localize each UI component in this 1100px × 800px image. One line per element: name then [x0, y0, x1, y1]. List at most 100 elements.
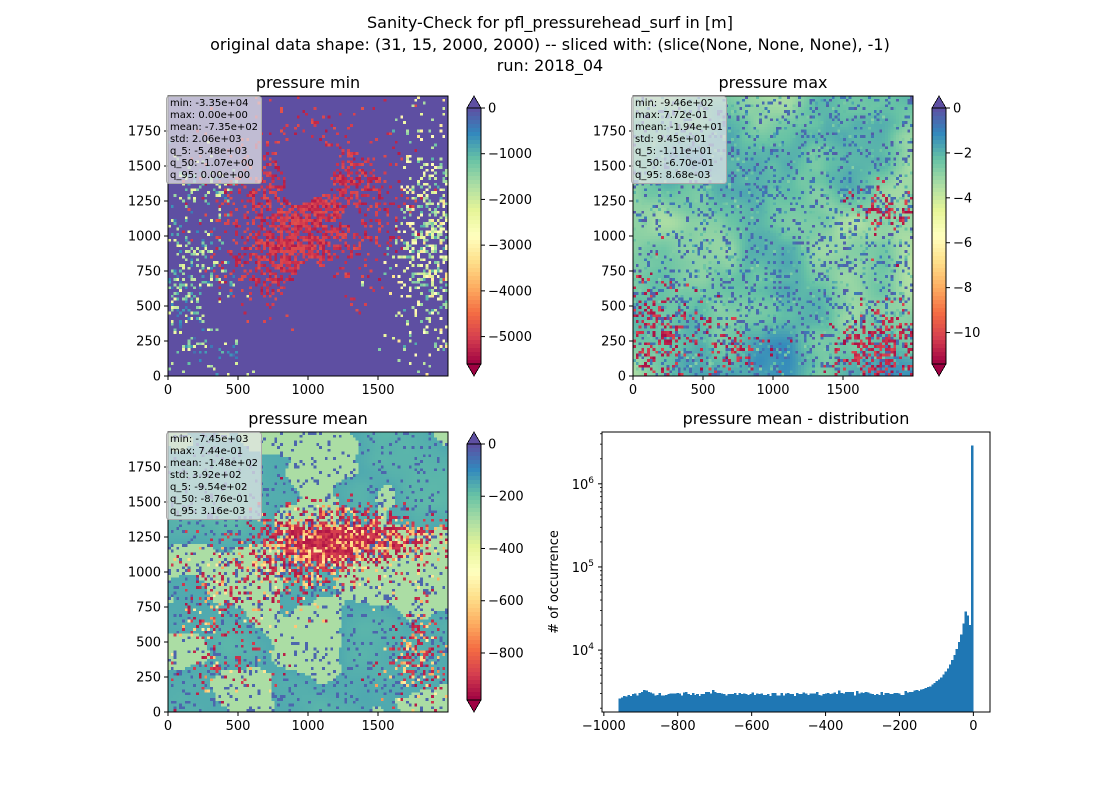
- histogram-bar: [625, 697, 628, 712]
- colorbar-extend-min: [467, 700, 481, 712]
- stats-line: q_50: -6.70e-01: [635, 158, 723, 170]
- histogram-bar: [754, 695, 757, 712]
- histogram-bar: [878, 695, 881, 712]
- histogram-bar: [663, 695, 666, 712]
- histogram-bar: [902, 695, 905, 712]
- histogram-bar: [847, 692, 850, 712]
- axes-frame: [602, 432, 990, 712]
- histogram-bar: [840, 693, 843, 712]
- histogram-bar: [849, 692, 852, 712]
- x-tick-label: 500: [226, 719, 251, 734]
- colorbar-tick-label: 0: [953, 102, 961, 117]
- histogram-bar: [783, 695, 786, 712]
- y-tick-label: 1000: [593, 230, 626, 245]
- histogram-bar: [945, 672, 948, 712]
- panel-title: pressure mean: [248, 409, 368, 428]
- histogram-bar: [659, 693, 662, 712]
- histogram-bar: [918, 691, 921, 712]
- histogram-bar: [667, 694, 670, 712]
- y-tick-label: 1750: [128, 125, 161, 140]
- colorbar-extend-min: [467, 364, 481, 376]
- histogram-bar: [816, 692, 819, 712]
- y-tick-label: 750: [136, 265, 161, 280]
- histogram-bar: [714, 692, 717, 712]
- histogram-bar: [894, 693, 897, 712]
- colorbar-tick-label: −8: [953, 281, 972, 296]
- histogram-bar: [643, 690, 646, 712]
- stats-box-2: min: -9.46e+02 max: 7.72e-01 mean: -1.94e+…: [631, 96, 727, 184]
- histogram-bar: [900, 695, 903, 712]
- histogram-bar: [947, 669, 950, 712]
- y-tick-label: 104: [572, 642, 595, 659]
- histogram-bar: [871, 694, 874, 712]
- histogram-bar: [769, 696, 772, 712]
- histogram-bar: [969, 625, 972, 712]
- y-tick-label: 250: [136, 335, 161, 350]
- histogram-bar: [623, 696, 626, 712]
- histogram-bar: [778, 695, 781, 712]
- x-tick-label: 1000: [291, 719, 324, 734]
- histogram-bar: [707, 692, 710, 712]
- histogram-bar: [931, 685, 934, 712]
- stats-line: mean: -1.94e+01: [635, 122, 723, 134]
- y-tick-label: 1250: [128, 195, 161, 210]
- histogram-bar: [674, 694, 677, 712]
- stats-line: max: 0.00e+00: [170, 110, 258, 122]
- histogram-bar: [798, 694, 801, 712]
- histogram-bar: [805, 694, 808, 712]
- histogram-bar: [758, 694, 761, 712]
- y-tick-label: 1750: [128, 461, 161, 476]
- histogram-bar: [827, 693, 830, 712]
- figure-canvas: pressure min0 500 1000 15000250500750100012…: [0, 0, 1100, 800]
- histogram-bar: [630, 696, 633, 712]
- histogram-bar: [785, 694, 788, 712]
- histogram-bar: [710, 694, 713, 712]
- histogram-bar: [647, 692, 650, 712]
- histogram-bar: [803, 692, 806, 712]
- colorbar-tick-label: −4000: [488, 284, 532, 299]
- histogram-bar: [940, 677, 943, 712]
- x-tick-label: 500: [226, 383, 251, 398]
- x-tick-label: 500: [691, 383, 716, 398]
- y-axis-label: # of occurrence: [547, 530, 562, 634]
- histogram-bar: [621, 697, 624, 712]
- histogram-bar: [887, 693, 890, 712]
- colorbar: [467, 96, 481, 376]
- histogram-bar: [960, 634, 963, 712]
- y-tick-label: 750: [601, 265, 626, 280]
- histogram-bar: [858, 694, 861, 712]
- histogram-bar: [672, 694, 675, 712]
- histogram-bar: [885, 693, 888, 712]
- histogram-bar: [639, 693, 642, 712]
- histogram-bar: [619, 699, 622, 712]
- histogram-bar: [929, 686, 932, 712]
- histogram-bar: [696, 694, 699, 712]
- x-tick-label: −200: [882, 719, 918, 734]
- y-tick-label: 0: [618, 370, 626, 385]
- histogram-bar: [949, 665, 952, 712]
- histogram-bar: [694, 695, 697, 712]
- colorbar-tick-label: −2000: [488, 193, 532, 208]
- histogram-bar: [789, 694, 792, 712]
- histogram-bar: [774, 693, 777, 712]
- stats-line: q_95: 0.00e+00: [170, 170, 258, 182]
- y-tick-label: 1250: [128, 531, 161, 546]
- x-tick-label: 1500: [361, 383, 394, 398]
- histogram-bar: [834, 692, 837, 712]
- x-tick-label: 0: [164, 719, 172, 734]
- stats-line: std: 2.06e+03: [170, 134, 258, 146]
- histogram-bar: [956, 649, 959, 712]
- histogram-bar: [634, 694, 637, 712]
- histogram-bar: [645, 691, 648, 712]
- x-tick-label: −1000: [582, 719, 626, 734]
- histogram-bar: [865, 692, 868, 712]
- stats-box-3: min: -7.45e+03 max: 7.44e-01 mean: -1.48e+…: [166, 432, 262, 520]
- histogram-bar: [687, 694, 690, 712]
- histogram-bar: [661, 695, 664, 712]
- y-tick-label: 1500: [128, 160, 161, 175]
- colorbar: [932, 96, 946, 376]
- histogram-bar: [756, 694, 759, 712]
- histogram-bar: [942, 674, 945, 712]
- x-tick-label: 1500: [361, 719, 394, 734]
- x-tick-label: 1500: [826, 383, 859, 398]
